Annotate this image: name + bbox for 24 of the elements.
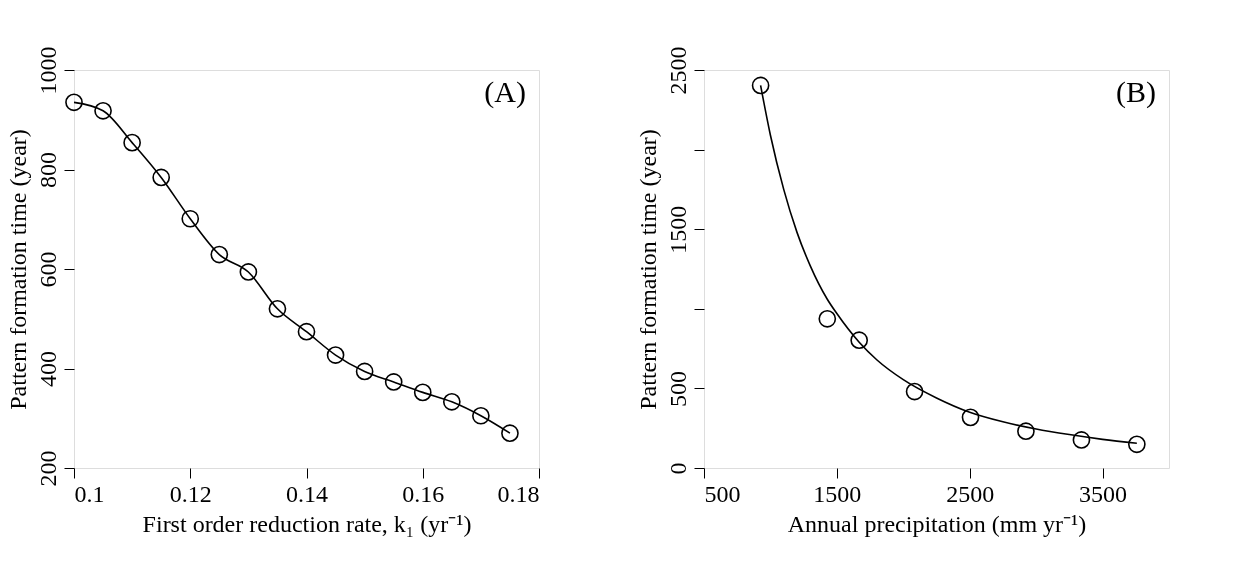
y-tick-label: 1500 (664, 205, 691, 254)
annotation: (A) (484, 75, 526, 109)
y-tick-label: 0 (664, 462, 691, 475)
y-tick-label: 2500 (664, 46, 691, 95)
y-axis-title: Pattern formation time (year) (4, 129, 31, 410)
annotation: (B) (1116, 75, 1156, 109)
y-tick-label: 800 (34, 152, 61, 188)
x-tick-label: 3500 (1079, 480, 1128, 507)
x-tick-label: 0.12 (169, 480, 212, 507)
x-axis-title: Annual precipitation (mm yr⁻¹) (787, 510, 1087, 537)
x-tick-label: 0.1 (74, 480, 105, 507)
x-axis-title: First order reduction rate, k₁ (yr⁻¹) (142, 510, 472, 537)
x-tick-label: 0.16 (402, 480, 445, 507)
y-tick-label: 400 (34, 351, 61, 387)
x-tick-label: 2500 (946, 480, 995, 507)
y-tick-label: 500 (664, 370, 691, 407)
x-tick-label: 500 (704, 480, 741, 507)
y-tick-label: 1000 (34, 46, 61, 95)
y-axis-title: Pattern formation time (year) (634, 129, 661, 410)
x-tick-label: 1500 (813, 480, 862, 507)
x-tick-label: 0.18 (497, 480, 540, 507)
y-tick-label: 200 (34, 450, 61, 487)
y-tick-label: 600 (34, 251, 61, 288)
x-tick-label: 0.14 (286, 480, 328, 507)
